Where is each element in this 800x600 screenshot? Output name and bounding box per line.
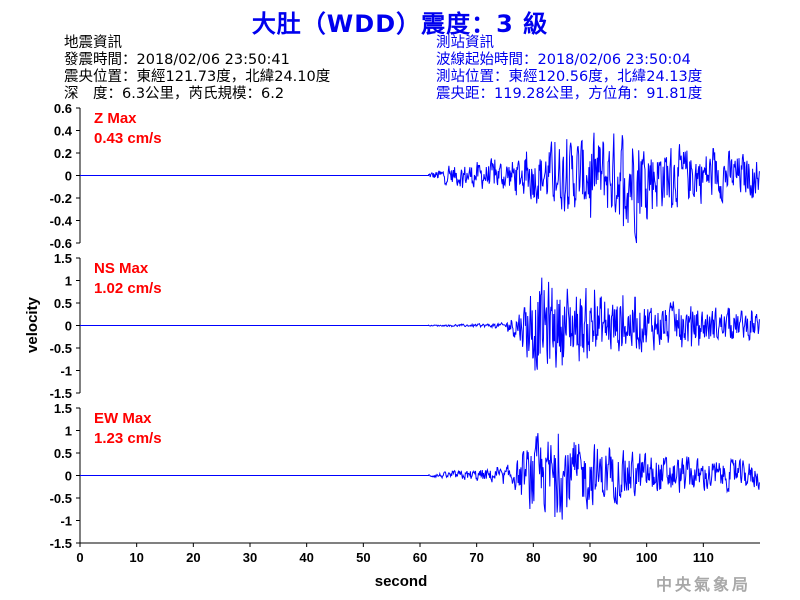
x-tick-label: 70 bbox=[469, 550, 483, 565]
x-tick-label: 90 bbox=[583, 550, 597, 565]
y-tick-label: 0.4 bbox=[54, 124, 73, 139]
epicenter: 震央位置：東經121.73度，北緯24.10度 bbox=[64, 69, 331, 85]
waveform-ns bbox=[80, 277, 760, 371]
y-tick-label: 1.5 bbox=[54, 401, 72, 416]
y-tick-label: 0 bbox=[65, 169, 72, 184]
y-tick-label: 1 bbox=[65, 424, 72, 439]
x-tick-label: 100 bbox=[636, 550, 658, 565]
station-location: 測站位置：東經120.56度，北緯24.13度 bbox=[436, 69, 703, 85]
y-axis-label: velocity bbox=[24, 296, 41, 353]
earthquake-info: 地震資訊 發震時間：2018/02/06 23:50:41 震央位置：東經121… bbox=[64, 35, 330, 103]
y-tick-label: -1 bbox=[60, 514, 72, 529]
y-tick-label: -0.4 bbox=[50, 214, 73, 229]
max-label-ew: EW Max bbox=[94, 410, 152, 427]
y-tick-label: -0.5 bbox=[50, 491, 72, 506]
x-tick-label: 50 bbox=[356, 550, 370, 565]
y-tick-label: -1 bbox=[60, 364, 72, 379]
y-tick-label: 0.6 bbox=[54, 101, 72, 116]
x-tick-label: 60 bbox=[413, 550, 427, 565]
station-info: 測站資訊 波線起始時間：2018/02/06 23:50:04 測站位置：東經1… bbox=[436, 35, 702, 103]
chart-title: 大肚（WDD）震度：3 級 bbox=[251, 10, 549, 38]
origin-time: 發震時間：2018/02/06 23:50:41 bbox=[64, 52, 290, 68]
max-value-ns: 1.02 cm/s bbox=[94, 280, 162, 297]
cwb-logo: 中央氣象局 bbox=[656, 575, 752, 594]
y-tick-label: 0.5 bbox=[54, 446, 72, 461]
max-label-ns: NS Max bbox=[94, 260, 149, 277]
x-tick-label: 40 bbox=[299, 550, 313, 565]
y-tick-label: 0 bbox=[65, 469, 72, 484]
waveform-z bbox=[80, 132, 760, 244]
x-tick-label: 10 bbox=[129, 550, 143, 565]
y-tick-label: 0.2 bbox=[54, 146, 72, 161]
waveform-ew bbox=[80, 433, 760, 520]
y-tick-label: 1.5 bbox=[54, 251, 72, 266]
y-tick-label: 1 bbox=[65, 274, 72, 289]
y-tick-label: -0.6 bbox=[50, 236, 72, 251]
y-tick-label: 0.5 bbox=[54, 296, 72, 311]
y-tick-label: -1.5 bbox=[50, 536, 72, 551]
y-tick-label: 0 bbox=[65, 319, 72, 334]
station-info-heading: 測站資訊 bbox=[436, 35, 494, 51]
max-label-z: Z Max bbox=[94, 110, 137, 127]
x-tick-label: 0 bbox=[76, 550, 83, 565]
wave-start-time: 波線起始時間：2018/02/06 23:50:04 bbox=[436, 52, 691, 68]
x-tick-label: 20 bbox=[186, 550, 200, 565]
x-axis-label: second bbox=[375, 573, 428, 590]
x-tick-label: 30 bbox=[243, 550, 257, 565]
y-tick-label: -0.5 bbox=[50, 341, 72, 356]
x-tick-label: 110 bbox=[693, 550, 714, 565]
max-value-ew: 1.23 cm/s bbox=[94, 430, 162, 447]
y-tick-label: -1.5 bbox=[50, 386, 72, 401]
y-tick-label: -0.2 bbox=[50, 191, 72, 206]
max-value-z: 0.43 cm/s bbox=[94, 130, 162, 147]
distance-azimuth: 震央距：119.28公里，方位角：91.81度 bbox=[436, 86, 703, 102]
depth-magnitude: 深 度：6.3公里，芮氏規模：6.2 bbox=[64, 86, 285, 102]
x-tick-label: 80 bbox=[526, 550, 540, 565]
earthquake-info-heading: 地震資訊 bbox=[64, 35, 122, 51]
